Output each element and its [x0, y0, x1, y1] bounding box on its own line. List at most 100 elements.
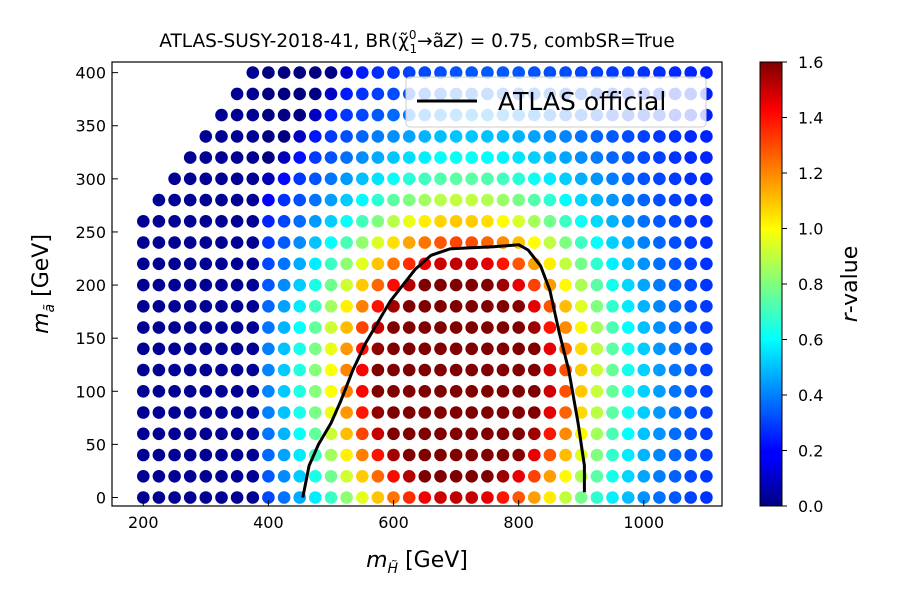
- scatter-point: [465, 130, 479, 143]
- scatter-point: [246, 321, 260, 334]
- scatter-point: [653, 491, 666, 504]
- scatter-point: [183, 151, 197, 164]
- scatter-point: [449, 300, 463, 313]
- scatter-point: [449, 257, 463, 271]
- scatter-point: [152, 215, 166, 228]
- scatter-point: [262, 172, 275, 186]
- scatter-point: [684, 278, 697, 292]
- scatter-point: [668, 66, 682, 79]
- scatter-point: [309, 342, 322, 356]
- scatter-point: [309, 427, 322, 441]
- scatter-point: [621, 66, 635, 79]
- scatter-point: [528, 342, 541, 356]
- scatter-point: [700, 151, 713, 164]
- scatter-points: [137, 66, 713, 504]
- scatter-point: [340, 108, 353, 122]
- scatter-point: [418, 151, 432, 164]
- scatter-point: [653, 342, 666, 356]
- scatter-point: [528, 300, 541, 313]
- y-tick-label: 200: [75, 276, 106, 295]
- scatter-point: [262, 193, 275, 207]
- scatter-point: [309, 257, 322, 271]
- scatter-point: [481, 427, 494, 441]
- scatter-point: [653, 427, 666, 441]
- scatter-point: [199, 172, 213, 186]
- legend-box: [405, 76, 707, 128]
- scatter-point: [449, 66, 463, 79]
- scatter-point: [621, 278, 635, 292]
- scatter-point: [606, 278, 619, 292]
- scatter-point: [512, 363, 525, 377]
- scatter-point: [684, 300, 697, 313]
- scatter-point: [653, 470, 666, 483]
- scatter-point: [152, 321, 166, 334]
- scatter-point: [684, 172, 697, 186]
- scatter-point: [340, 236, 353, 249]
- scatter-point: [168, 172, 181, 186]
- scatter-point: [668, 151, 682, 164]
- scatter-point: [668, 130, 682, 143]
- scatter-point: [574, 321, 588, 334]
- scatter-point: [653, 278, 666, 292]
- scatter-point: [293, 193, 307, 207]
- scatter-point: [668, 427, 682, 441]
- scatter-point: [574, 363, 588, 377]
- scatter-point: [590, 130, 604, 143]
- scatter-point: [465, 321, 479, 334]
- scatter-point: [137, 406, 150, 419]
- scatter-point: [621, 300, 635, 313]
- scatter-point: [246, 257, 260, 271]
- scatter-point: [168, 236, 181, 249]
- scatter-point: [402, 321, 416, 334]
- scatter-point: [449, 363, 463, 377]
- scatter-point: [262, 406, 275, 419]
- scatter-point: [324, 491, 338, 504]
- scatter-point: [512, 172, 525, 186]
- scatter-point: [528, 66, 541, 79]
- scatter-point: [356, 385, 369, 398]
- scatter-point: [606, 491, 619, 504]
- scatter-point: [637, 193, 651, 207]
- scatter-point: [199, 363, 213, 377]
- scatter-point: [262, 236, 275, 249]
- scatter-point: [262, 470, 275, 483]
- scatter-point: [449, 470, 463, 483]
- x-tick-label: 400: [253, 513, 284, 532]
- scatter-point: [262, 130, 275, 143]
- scatter-point: [356, 66, 369, 79]
- scatter-point: [277, 406, 291, 419]
- scatter-point: [606, 321, 619, 334]
- scatter-point: [653, 151, 666, 164]
- scatter-point: [277, 215, 291, 228]
- scatter-point: [168, 491, 181, 504]
- scatter-point: [496, 66, 510, 79]
- scatter-point: [528, 363, 541, 377]
- scatter-point: [481, 193, 494, 207]
- scatter-point: [465, 342, 479, 356]
- scatter-point: [230, 321, 244, 334]
- scatter-point: [356, 193, 369, 207]
- scatter-point: [512, 448, 525, 462]
- scatter-point: [528, 385, 541, 398]
- scatter-point: [684, 215, 697, 228]
- scatter-point: [152, 385, 166, 398]
- scatter-point: [700, 448, 713, 462]
- scatter-point: [262, 257, 275, 271]
- scatter-point: [230, 236, 244, 249]
- scatter-point: [402, 470, 416, 483]
- scatter-point: [700, 300, 713, 313]
- scatter-point: [309, 130, 322, 143]
- scatter-point: [183, 278, 197, 292]
- scatter-point: [356, 406, 369, 419]
- scatter-point: [371, 193, 385, 207]
- scatter-point: [371, 215, 385, 228]
- scatter-point: [402, 491, 416, 504]
- scatter-point: [277, 130, 291, 143]
- scatter-point: [152, 406, 166, 419]
- scatter-point: [528, 236, 541, 249]
- scatter-point: [183, 342, 197, 356]
- scatter-point: [496, 172, 510, 186]
- y-tick-label: 300: [75, 170, 106, 189]
- scatter-point: [590, 406, 604, 419]
- scatter-point: [183, 215, 197, 228]
